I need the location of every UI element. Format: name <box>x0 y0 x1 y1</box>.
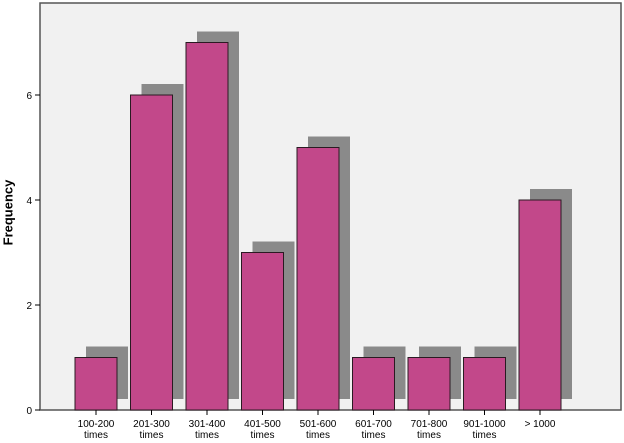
x-tick-label: 501-600 <box>300 419 337 430</box>
bar <box>130 94 173 411</box>
x-tick-label: 901-1000 <box>463 419 506 430</box>
x-tick-label: 601-700 <box>355 419 392 430</box>
bar <box>518 199 562 411</box>
x-tick-label: 401-500 <box>244 419 281 430</box>
x-tick-label: 100-200 <box>78 419 115 430</box>
x-tick-label: 301-400 <box>189 419 226 430</box>
bar <box>463 357 506 411</box>
bar <box>352 357 395 411</box>
bar <box>185 42 229 411</box>
y-tick-label: 0 <box>26 406 32 417</box>
bar <box>241 252 284 411</box>
bar <box>296 147 340 411</box>
x-tick-label: 701-800 <box>411 419 448 430</box>
x-tick-label: times <box>362 430 386 441</box>
x-tick-label: times <box>417 430 441 441</box>
x-tick-label: > 1000 <box>525 419 556 430</box>
x-tick-label: times <box>195 430 219 441</box>
x-tick-label: times <box>251 430 275 441</box>
x-tick-label: 201-300 <box>133 419 170 430</box>
y-tick-label: 4 <box>26 196 32 207</box>
bar <box>74 357 118 411</box>
x-tick-label: times <box>473 430 497 441</box>
x-tick-label: times <box>306 430 330 441</box>
y-tick-label: 6 <box>26 91 32 102</box>
y-tick-label: 2 <box>26 301 32 312</box>
bar <box>407 357 451 411</box>
x-tick-label: times <box>84 430 108 441</box>
x-tick-label: times <box>140 430 164 441</box>
